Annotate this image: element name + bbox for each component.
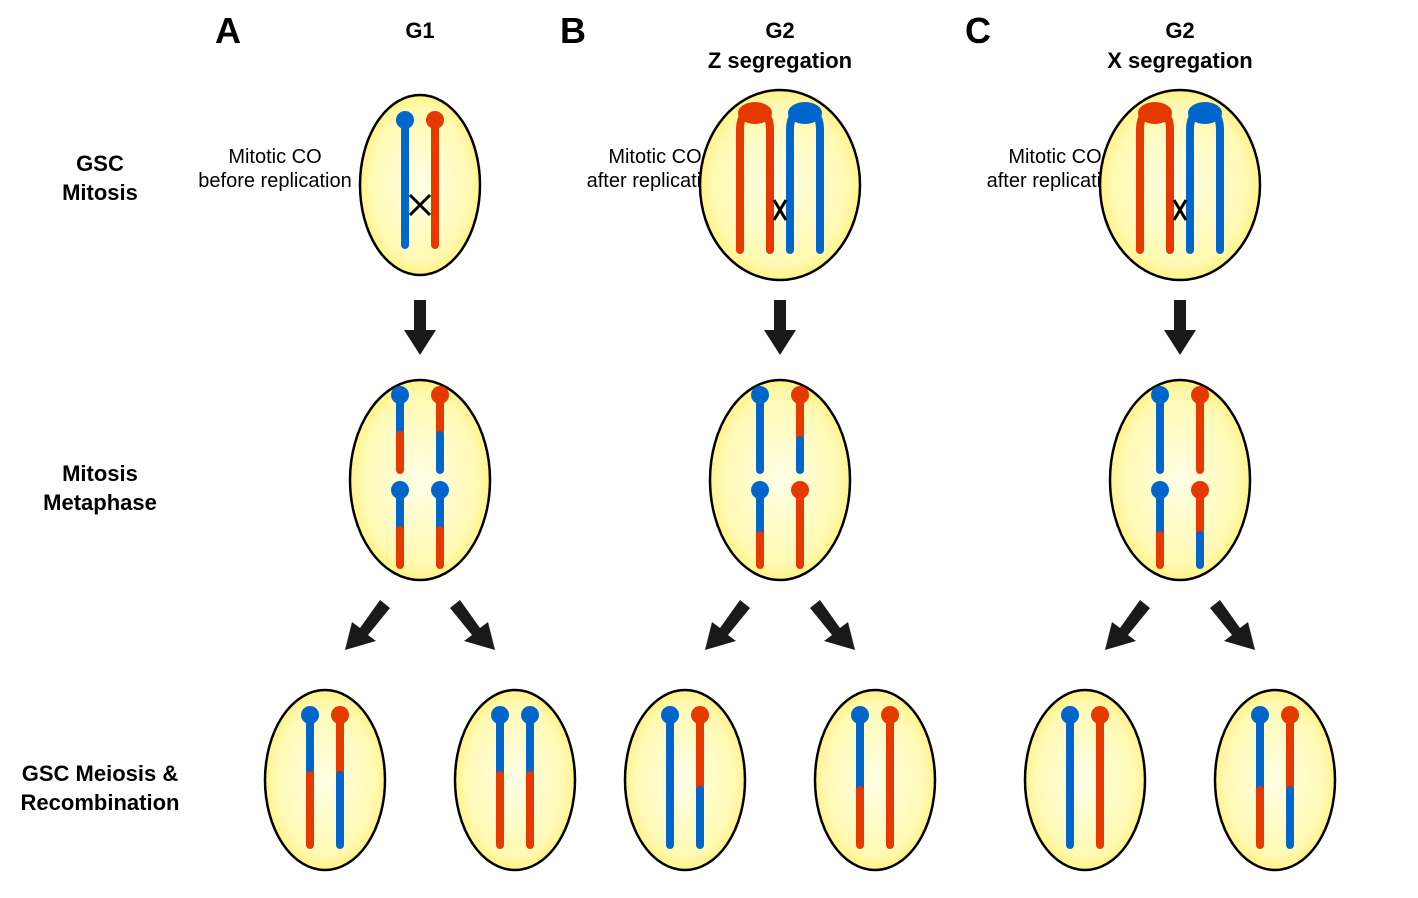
arrow-b-2-left (700, 600, 760, 660)
arrow-a-2-left (340, 600, 400, 660)
cell-a-bottom-right (445, 680, 585, 880)
arrow-a-1 (400, 300, 440, 360)
col-a-header: G1 (320, 18, 520, 44)
panel-b-label: B (560, 10, 586, 52)
arrow-c-1 (1160, 300, 1200, 360)
cell-c-top (1090, 80, 1270, 290)
panel-a-label: A (215, 10, 241, 52)
panel-c-label: C (965, 10, 991, 52)
cell-b-metaphase (700, 370, 860, 590)
cell-a-top (350, 85, 490, 285)
col-b-header: G2 (680, 18, 880, 44)
cell-a-metaphase (340, 370, 500, 590)
cell-c-metaphase (1100, 370, 1260, 590)
arrow-b-1 (760, 300, 800, 360)
row-meiosis-label: GSC Meiosis &Recombination (15, 760, 185, 817)
arrow-b-2-right (800, 600, 860, 660)
col-c-subheader: X segregation (1080, 48, 1280, 74)
row-metaphase-label: MitosisMetaphase (15, 460, 185, 517)
cell-a-bottom-left (255, 680, 395, 880)
arrow-c-2-right (1200, 600, 1260, 660)
col-c-header: G2 (1080, 18, 1280, 44)
cell-b-bottom-left (615, 680, 755, 880)
arrow-a-2-right (440, 600, 500, 660)
arrow-c-2-left (1100, 600, 1160, 660)
cell-c-bottom-left (1015, 680, 1155, 880)
panel-a-inline: Mitotic CO before replication (190, 145, 360, 193)
row-mitosis-label: GSCMitosis (15, 150, 185, 207)
col-b-subheader: Z segregation (680, 48, 880, 74)
cell-c-bottom-right (1205, 680, 1345, 880)
cell-b-top (690, 80, 870, 290)
cell-b-bottom-right (805, 680, 945, 880)
